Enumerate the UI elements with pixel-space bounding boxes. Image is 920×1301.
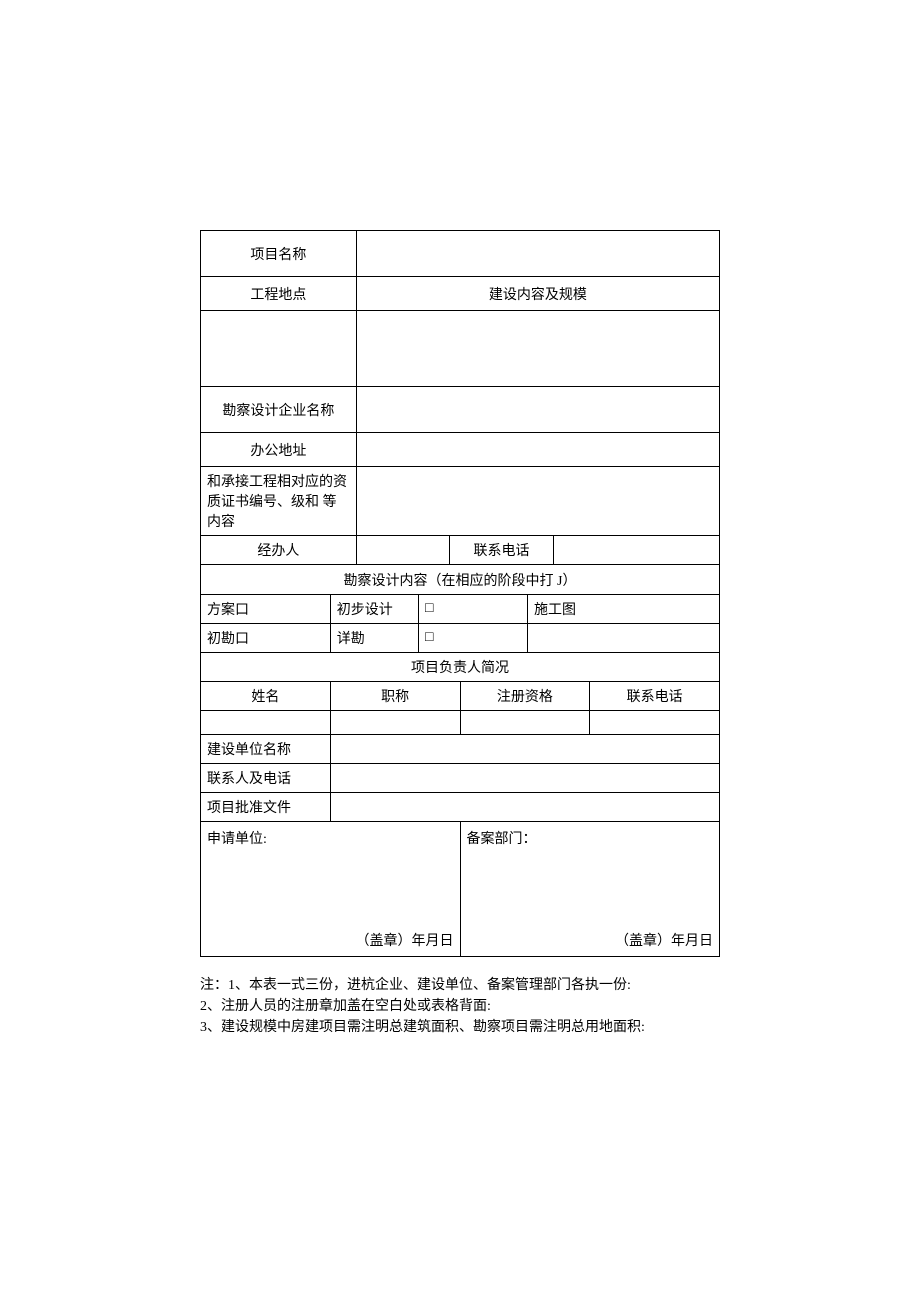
label-contact-person: 联系人及电话 [201,764,331,793]
row-contact-person: 联系人及电话 [201,764,720,793]
notes-block: 注：1、本表一式三份，进杭企业、建设单位、备案管理部门各执一份: 2、注册人员的… [200,975,720,1038]
stamp-date-filing: （盖章）年月日 [615,930,713,950]
row-leader-values [201,711,720,735]
label-qualification: 和承接工程相对应的资质证书编号、级和 等内容 [201,467,357,536]
phase-preliminary-check[interactable]: □ [418,595,527,624]
phase-detailed-survey: 详勘 [330,624,418,653]
label-applicant-unit: 申请单位: [207,828,267,848]
row-phase-2: 初勘口 详勘 □ [201,624,720,653]
value-enterprise [356,387,719,433]
label-leader-phone: 联系电话 [590,682,720,711]
label-project-name: 项目名称 [201,231,357,277]
note-line-2: 2、注册人员的注册章加盖在空白处或表格背面: [200,996,720,1017]
phase-preliminary: 初步设计 [330,595,418,624]
value-contact-person [330,764,719,793]
label-project-location: 工程地点 [201,277,357,311]
row-project-name: 项目名称 [201,231,720,277]
value-construction-unit [330,735,719,764]
label-handler: 经办人 [201,536,357,565]
row-construction-unit: 建设单位名称 [201,735,720,764]
signature-table: 申请单位: （盖章）年月日 备案部门： （盖章）年月日 [200,822,720,957]
label-leader-name: 姓名 [201,682,331,711]
phase-construction: 施工图 [527,595,719,624]
label-design-content-header: 勘察设计内容（在相应的阶段中打 J） [201,565,720,595]
value-handler [356,536,449,565]
value-contact-phone [553,536,719,565]
value-leader-title [330,711,460,735]
label-filing-dept: 备案部门： [467,828,537,848]
phase-blank [527,624,719,653]
row-leader-header: 项目负责人简况 [201,653,720,682]
row-enterprise-name: 勘察设计企业名称 [201,387,720,433]
unit-info-table: 建设单位名称 联系人及电话 项目批准文件 [200,735,720,822]
phase-detailed-survey-check[interactable]: □ [418,624,527,653]
value-construction-content [356,311,719,387]
phase-plan: 方案口 [201,595,331,624]
phase-initial-survey: 初勘口 [201,624,331,653]
phase-table: 方案口 初步设计 □ 施工图 初勘口 详勘 □ [200,595,720,653]
value-leader-registration [460,711,590,735]
value-office-address [356,433,719,467]
note-line-3: 3、建设规模中房建项目需注明总建筑面积、勘察项目需注明总用地面积: [200,1017,720,1038]
value-leader-phone [590,711,720,735]
value-project-name [356,231,719,277]
label-construction-content: 建设内容及规模 [356,277,719,311]
main-form-table: 项目名称 工程地点 建设内容及规模 勘察设计企业名称 办公地址 和承接工程相对应… [200,230,720,595]
note-line-1: 注：1、本表一式三份，进杭企业、建设单位、备案管理部门各执一份: [200,975,720,996]
row-project-location: 工程地点 建设内容及规模 [201,277,720,311]
row-leader-labels: 姓名 职称 注册资格 联系电话 [201,682,720,711]
value-qualification [356,467,719,536]
value-approval-doc [330,793,719,822]
label-office-address: 办公地址 [201,433,357,467]
row-qualification: 和承接工程相对应的资质证书编号、级和 等内容 [201,467,720,536]
label-leader-header: 项目负责人简况 [201,653,720,682]
label-approval-doc: 项目批准文件 [201,793,331,822]
label-contact-phone: 联系电话 [450,536,554,565]
form-wrapper: 项目名称 工程地点 建设内容及规模 勘察设计企业名称 办公地址 和承接工程相对应… [200,230,720,1038]
row-signature: 申请单位: （盖章）年月日 备案部门： （盖章）年月日 [201,822,720,956]
row-phase-1: 方案口 初步设计 □ 施工图 [201,595,720,624]
label-enterprise: 勘察设计企业名称 [201,387,357,433]
value-leader-name [201,711,331,735]
label-leader-registration: 注册资格 [460,682,590,711]
row-office-address: 办公地址 [201,433,720,467]
label-leader-title: 职称 [330,682,460,711]
row-location-content-values [201,311,720,387]
label-construction-unit: 建设单位名称 [201,735,331,764]
leader-table: 项目负责人简况 姓名 职称 注册资格 联系电话 [200,653,720,735]
filing-dept-signature-cell: 备案部门： （盖章）年月日 [460,822,720,956]
stamp-date-applicant: （盖章）年月日 [356,930,454,950]
row-approval-doc: 项目批准文件 [201,793,720,822]
row-design-content-header: 勘察设计内容（在相应的阶段中打 J） [201,565,720,595]
value-project-location [201,311,357,387]
applicant-signature-cell: 申请单位: （盖章）年月日 [201,822,461,956]
row-handler: 经办人 联系电话 [201,536,720,565]
